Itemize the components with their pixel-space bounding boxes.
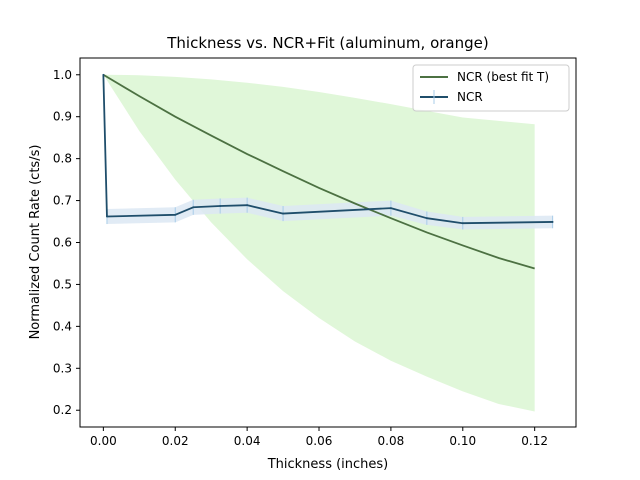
ncr-data-point bbox=[551, 221, 554, 223]
x-tick-label: 0.12 bbox=[521, 434, 548, 448]
ncr-data-point bbox=[106, 215, 108, 218]
y-tick-label: 0.3 bbox=[53, 361, 72, 375]
fit-series-line bbox=[102, 73, 535, 270]
plot-area bbox=[102, 73, 554, 412]
ncr-data-point bbox=[425, 217, 428, 220]
y-axis-label: Normalized Count Rate (cts/s) bbox=[28, 145, 43, 340]
y-tick-label: 0.6 bbox=[53, 236, 72, 250]
legend: NCR (best fit T) NCR bbox=[412, 64, 570, 112]
legend-label-fit: NCR (best fit T) bbox=[457, 70, 549, 84]
ncr-data-point bbox=[282, 212, 284, 215]
y-tick-label: 0.9 bbox=[53, 110, 72, 124]
x-tick-label: 0.06 bbox=[306, 434, 333, 448]
ncr-data-point bbox=[102, 73, 105, 76]
x-axis-label: Thickness (inches) bbox=[267, 457, 389, 472]
ncr-uncertainty-band bbox=[103, 74, 553, 230]
legend-box bbox=[412, 64, 570, 112]
y-tick-label: 1.0 bbox=[53, 68, 72, 82]
ncr-data-point bbox=[246, 204, 249, 207]
x-tick-label: 0.08 bbox=[378, 434, 405, 448]
y-tick-label: 0.7 bbox=[53, 194, 72, 208]
x-tick-label: 0.02 bbox=[162, 434, 189, 448]
ncr-data-point bbox=[192, 206, 195, 209]
ncr-data-point bbox=[389, 207, 392, 210]
ncr-data-point bbox=[219, 205, 222, 207]
y-tick-label: 0.4 bbox=[53, 319, 72, 333]
legend-label-ncr: NCR bbox=[457, 90, 483, 104]
x-axis: 0.00 0.02 0.04 0.06 0.08 0.10 0.12 bbox=[90, 427, 548, 448]
x-tick-label: 0.10 bbox=[449, 434, 476, 448]
fit-confidence-band bbox=[103, 74, 535, 412]
chart-title: Thickness vs. NCR+Fit (aluminum, orange) bbox=[166, 34, 488, 52]
y-tick-label: 0.5 bbox=[53, 277, 72, 291]
y-tick-label: 0.8 bbox=[53, 152, 72, 166]
ncr-data-point bbox=[461, 222, 464, 225]
y-tick-label: 0.2 bbox=[53, 403, 72, 417]
y-axis: 0.2 0.3 0.4 0.5 0.6 0.7 0.8 0.9 1.0 bbox=[53, 68, 80, 417]
x-tick-label: 0.00 bbox=[90, 434, 117, 448]
ncr-data-point bbox=[174, 213, 177, 216]
x-tick-label: 0.04 bbox=[234, 434, 261, 448]
